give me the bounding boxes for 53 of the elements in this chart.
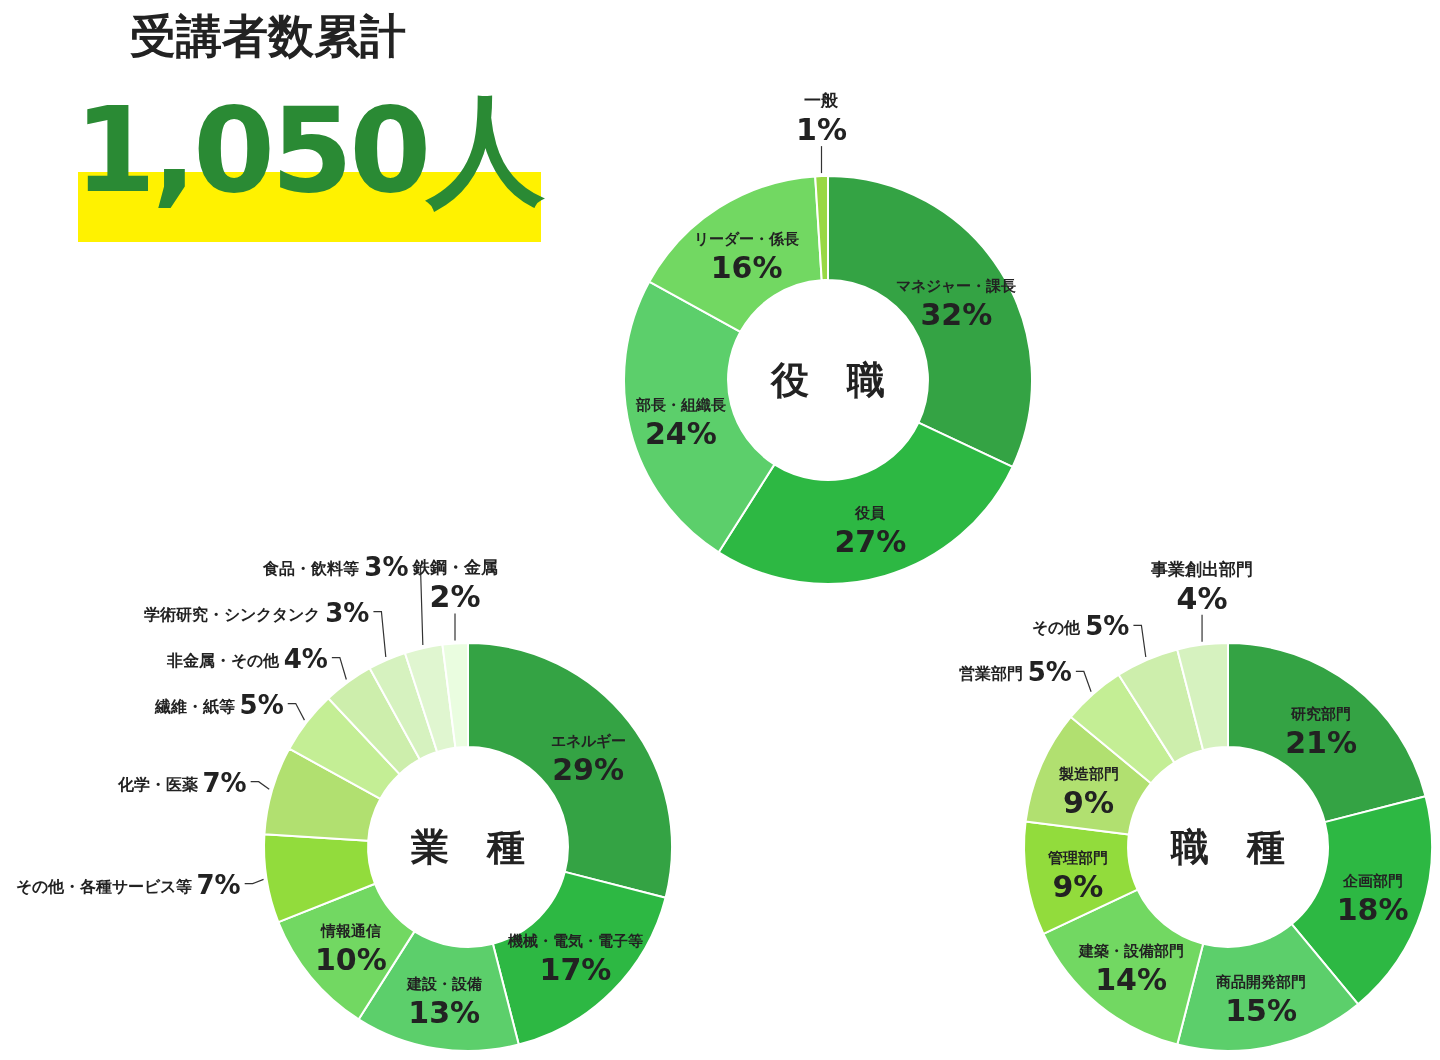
data-label: 16% — [710, 249, 783, 285]
slice-label: エネルギー — [550, 731, 626, 750]
data-label: 17% — [539, 952, 612, 988]
data-label: 3% — [325, 597, 370, 628]
data-label: 32% — [920, 296, 993, 332]
data-label: 3% — [364, 551, 409, 582]
slice-label: 製造部門 — [1057, 764, 1119, 783]
slice-label: その他 — [1032, 618, 1082, 638]
slice-label: 鉄鋼・金属 — [411, 557, 498, 578]
data-label: 5% — [1085, 611, 1130, 642]
slice-label: リーダー・係長 — [694, 229, 800, 248]
slice-label: 情報通信 — [319, 921, 381, 940]
data-label: 2% — [429, 579, 481, 615]
data-label: 4% — [283, 643, 328, 674]
slice-label: 学術研究・シンクタンク — [144, 604, 321, 624]
data-label: 27% — [834, 523, 907, 559]
slice-label: 非金属・その他 — [165, 650, 280, 670]
data-label: 5% — [239, 689, 284, 720]
slice-label: 食品・飲料等 — [262, 558, 360, 578]
data-label: 29% — [552, 751, 624, 787]
slice-label: 管理部門 — [1046, 848, 1108, 867]
slice-label: 企画部門 — [1341, 871, 1403, 890]
data-label: 7% — [196, 869, 241, 900]
slice-label: 事業創出部門 — [1150, 558, 1254, 579]
slice-label: 建築・設備部門 — [1077, 942, 1184, 961]
slice-label: 役員 — [854, 503, 887, 522]
slice-label: 商品開発部門 — [1215, 973, 1307, 992]
slice-label: 機械・電気・電子等 — [506, 932, 643, 951]
data-label: 7% — [202, 767, 247, 798]
data-label: 15% — [1225, 993, 1298, 1029]
data-label: 14% — [1095, 962, 1168, 998]
data-label: 24% — [644, 415, 717, 451]
text: 職 種 — [1171, 823, 1285, 871]
text: 業 種 — [411, 823, 525, 871]
data-label: 9% — [1063, 784, 1114, 820]
slice-label: 建設・設備 — [405, 975, 482, 994]
data-label: 10% — [314, 941, 387, 977]
data-label: 13% — [408, 995, 481, 1031]
data-label: 4% — [1176, 580, 1228, 616]
slice-label: 一般 — [804, 90, 840, 111]
text: 受講者数累計 — [130, 8, 406, 65]
slice-label: 部長・組織長 — [634, 395, 726, 414]
data-label: 5% — [1027, 657, 1072, 688]
slice-label: その他・各種サービス等 — [15, 876, 192, 896]
slice-label: 繊維・紙等 — [153, 696, 235, 716]
data-label: 1% — [796, 112, 847, 148]
slice-label: 化学・医薬 — [116, 774, 198, 794]
data-label: 21% — [1285, 724, 1358, 760]
data-label: 9% — [1052, 868, 1104, 904]
slice-label: 研究部門 — [1290, 704, 1352, 723]
data-label: 18% — [1336, 891, 1409, 927]
text: 役 職 — [771, 356, 885, 404]
slice-label: 営業部門 — [958, 664, 1023, 684]
